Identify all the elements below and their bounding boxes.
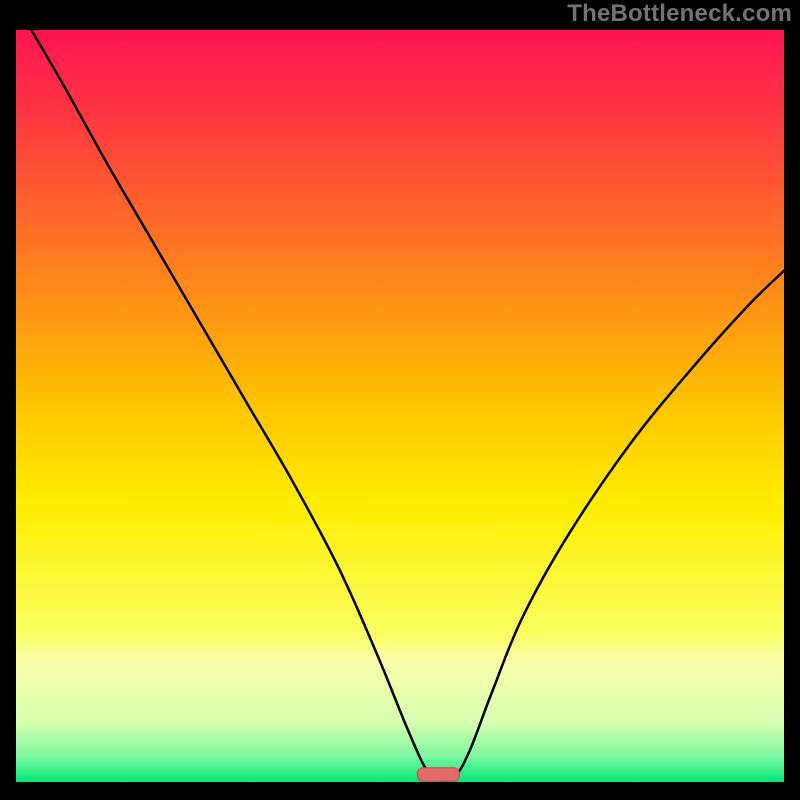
chart-background bbox=[16, 30, 784, 782]
bottleneck-chart bbox=[0, 0, 800, 800]
watermark-text: TheBottleneck.com bbox=[567, 0, 792, 28]
chart-container: TheBottleneck.com bbox=[0, 0, 800, 800]
optimal-point-marker bbox=[417, 768, 459, 782]
